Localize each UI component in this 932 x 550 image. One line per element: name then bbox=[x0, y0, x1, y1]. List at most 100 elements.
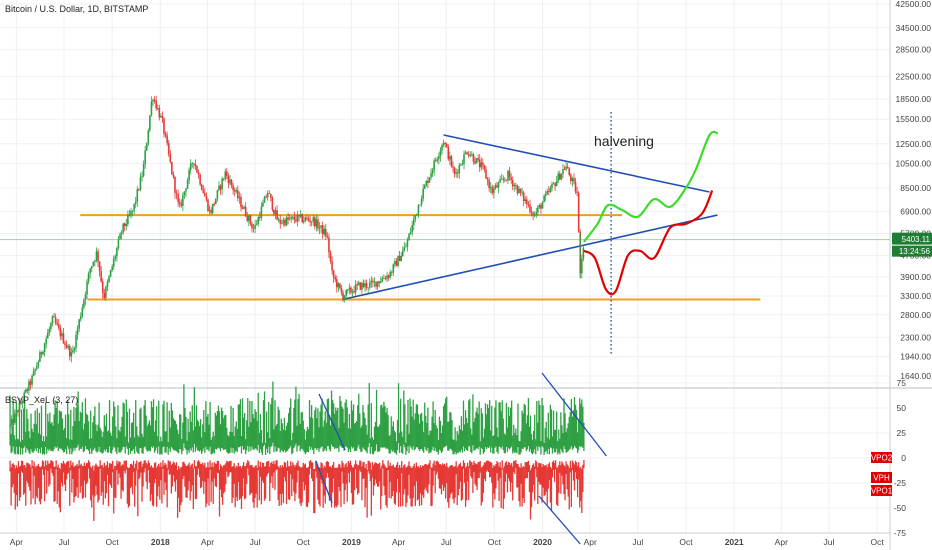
candle-body bbox=[218, 185, 220, 191]
candle-body bbox=[208, 209, 211, 211]
candle-body bbox=[565, 166, 567, 170]
candle-body bbox=[86, 281, 88, 295]
candle-body bbox=[111, 266, 113, 270]
candle-body bbox=[276, 210, 278, 220]
candle-body bbox=[67, 346, 69, 348]
candle-body bbox=[79, 316, 82, 320]
candle-body bbox=[32, 371, 35, 376]
oscillator-badge-label: VPO2 bbox=[871, 454, 893, 463]
candle-body bbox=[284, 219, 286, 226]
candle-body bbox=[549, 188, 552, 193]
candle-body bbox=[335, 279, 338, 288]
candle-body bbox=[227, 176, 230, 184]
candle-body bbox=[105, 287, 107, 299]
candle-body bbox=[128, 214, 131, 216]
candle-body bbox=[361, 283, 363, 290]
candle-body bbox=[21, 401, 24, 404]
lower-trendline bbox=[342, 214, 718, 301]
candle-body bbox=[94, 260, 96, 262]
price-tick-label: 3900.00 bbox=[900, 272, 931, 282]
candle-body bbox=[178, 201, 181, 204]
candle-body bbox=[109, 269, 112, 277]
time-tick-label: Oct bbox=[106, 537, 120, 547]
candle-body bbox=[334, 277, 337, 280]
candle-body bbox=[524, 199, 527, 202]
candle-body bbox=[304, 217, 307, 221]
candle-body bbox=[326, 236, 329, 238]
candle-body bbox=[248, 215, 250, 221]
candle-body bbox=[117, 239, 120, 249]
candle-body bbox=[412, 219, 415, 226]
candle-body bbox=[59, 327, 62, 337]
candle-body bbox=[532, 213, 534, 216]
candle-body bbox=[207, 199, 209, 211]
candle-body bbox=[45, 338, 47, 344]
last-price-badge bbox=[892, 232, 932, 245]
price-tick-label: 2800.00 bbox=[900, 310, 931, 320]
candle-body bbox=[573, 178, 575, 182]
candle-body bbox=[551, 184, 553, 189]
candle-body bbox=[167, 143, 170, 154]
candle-body bbox=[359, 282, 362, 290]
candle-body bbox=[544, 194, 547, 197]
candle-body bbox=[342, 293, 344, 300]
candle-body bbox=[299, 214, 302, 217]
candle-body bbox=[460, 164, 462, 166]
candle-body bbox=[444, 142, 446, 144]
time-tick-label: 2019 bbox=[342, 537, 361, 547]
candle-body bbox=[428, 177, 431, 183]
candle-body bbox=[519, 188, 522, 193]
price-tick-label: 6900.00 bbox=[900, 207, 931, 217]
candle-body bbox=[541, 202, 544, 209]
oscillator-trendline bbox=[315, 460, 333, 504]
candle-body bbox=[127, 214, 129, 225]
candle-body bbox=[348, 287, 351, 290]
candle-body bbox=[365, 283, 368, 288]
time-tick-label: Jul bbox=[441, 537, 452, 547]
candle-body bbox=[373, 281, 376, 283]
candle-body bbox=[199, 174, 201, 185]
candle-body bbox=[318, 227, 321, 229]
candle-body bbox=[389, 272, 391, 278]
time-tick-label: 2020 bbox=[533, 537, 552, 547]
candle-body bbox=[337, 283, 340, 288]
price-candles bbox=[9, 95, 585, 431]
candle-body bbox=[398, 255, 401, 262]
candle-body bbox=[442, 142, 445, 146]
oscillator-trendline bbox=[318, 393, 346, 451]
candle-body bbox=[456, 172, 459, 174]
candle-body bbox=[288, 218, 291, 220]
candle-body bbox=[419, 204, 421, 206]
candle-body bbox=[581, 258, 583, 274]
candle-body bbox=[295, 219, 297, 222]
oscillator-badge bbox=[871, 472, 892, 483]
time-tick-label: 2018 bbox=[151, 537, 170, 547]
candle-body bbox=[193, 163, 195, 165]
candle-body bbox=[452, 166, 454, 168]
candle-body bbox=[103, 292, 106, 299]
candle-body bbox=[445, 143, 448, 147]
candle-body bbox=[61, 333, 63, 337]
candle-body bbox=[392, 264, 395, 273]
candle-body bbox=[411, 225, 413, 233]
candle-body bbox=[213, 203, 216, 205]
time-tick-label: 2021 bbox=[725, 537, 744, 547]
candle-body bbox=[131, 210, 134, 212]
candle-body bbox=[321, 225, 324, 235]
candle-body bbox=[54, 317, 57, 323]
candle-body bbox=[354, 284, 357, 293]
candle-body bbox=[430, 173, 432, 178]
upper-trendline bbox=[443, 134, 710, 193]
candle-body bbox=[240, 196, 242, 208]
candle-body bbox=[364, 283, 366, 287]
candle-body bbox=[145, 143, 148, 151]
candle-body bbox=[233, 189, 236, 192]
candle-body bbox=[447, 146, 450, 160]
candle-body bbox=[119, 233, 121, 240]
candle-body bbox=[172, 174, 175, 177]
price-tick-label: 12500.00 bbox=[896, 139, 932, 149]
candle-body bbox=[474, 161, 476, 164]
candle-body bbox=[383, 278, 385, 280]
candle-body bbox=[263, 196, 266, 203]
